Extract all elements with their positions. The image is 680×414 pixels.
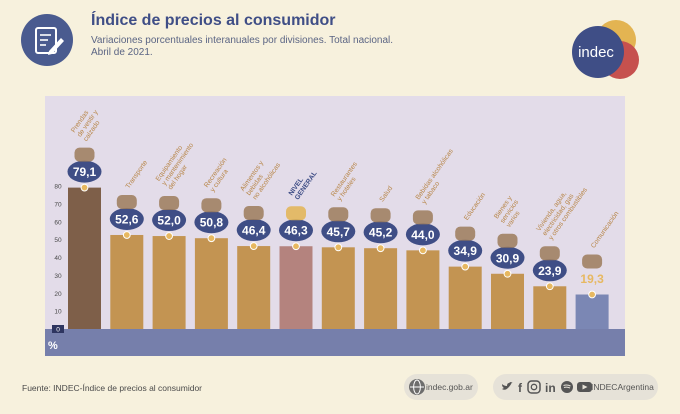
value-bubble bbox=[321, 220, 356, 243]
value-bubble bbox=[363, 221, 398, 244]
logo-text: indec bbox=[578, 44, 614, 61]
bar-top-dot bbox=[545, 282, 554, 291]
source-note: Fuente: INDEC-Índice de precios al consu… bbox=[22, 383, 202, 393]
value-label: 19,3 bbox=[580, 272, 604, 286]
phone-icon bbox=[582, 254, 603, 269]
restaurant-icon bbox=[328, 207, 349, 222]
bar bbox=[448, 266, 482, 329]
bar-top-dot bbox=[165, 232, 174, 240]
value-bubble bbox=[194, 211, 229, 234]
bar bbox=[406, 250, 440, 329]
bar-top-dot bbox=[419, 246, 427, 255]
page-subtitle: Variaciones porcentuales interanuales po… bbox=[91, 35, 393, 59]
value-label: 44,0 bbox=[411, 228, 435, 242]
y-tick-label: 10 bbox=[54, 309, 62, 316]
bar bbox=[68, 187, 101, 329]
bar-top-dot bbox=[249, 242, 258, 250]
health-icon bbox=[370, 208, 391, 223]
value-label: 52,6 bbox=[115, 212, 139, 226]
bar-top-dot bbox=[207, 234, 216, 243]
y-tick-label: 80 bbox=[54, 184, 62, 191]
value-label: 45,2 bbox=[369, 226, 393, 240]
value-label: 45,7 bbox=[327, 225, 351, 239]
bar bbox=[533, 286, 567, 329]
value-label: 50,8 bbox=[200, 216, 224, 230]
value-bubble bbox=[279, 219, 313, 242]
website-link[interactable]: indec.gob.ar bbox=[426, 382, 473, 392]
subtitle-line-1: Variaciones porcentuales interanuales po… bbox=[91, 35, 394, 46]
clipboard-pencil-icon bbox=[21, 14, 73, 66]
value-bubble bbox=[448, 239, 483, 262]
bar bbox=[575, 294, 609, 329]
value-bubble bbox=[490, 246, 525, 269]
books-icon bbox=[455, 226, 476, 241]
axis-band bbox=[45, 329, 625, 356]
value-label: 52,0 bbox=[157, 214, 181, 228]
y-tick-label: 20 bbox=[54, 291, 62, 298]
indec-logo: indec bbox=[568, 16, 642, 84]
scissors-icon bbox=[497, 233, 518, 248]
facebook-icon[interactable]: f bbox=[518, 381, 523, 394]
value-bubble bbox=[109, 207, 144, 230]
social-icons: f in bbox=[502, 380, 592, 394]
bar-top-dot bbox=[588, 290, 596, 299]
value-bubble bbox=[67, 160, 102, 183]
twitter-icon[interactable] bbox=[502, 382, 513, 390]
page-title: Índice de precios al consumidor bbox=[91, 12, 336, 29]
bar bbox=[110, 234, 144, 329]
bar bbox=[364, 248, 398, 329]
bar-top-dot bbox=[461, 262, 470, 271]
paint-roller-icon bbox=[539, 246, 560, 261]
bar-top-dot bbox=[292, 242, 300, 251]
social-handle: INDECArgentina bbox=[591, 382, 654, 392]
value-label: 34,9 bbox=[454, 244, 478, 258]
value-label: 23,9 bbox=[538, 264, 562, 278]
bar bbox=[152, 236, 186, 329]
bar bbox=[279, 246, 313, 329]
bar bbox=[194, 238, 228, 329]
bar-top-dot bbox=[122, 231, 131, 239]
bar-top-dot bbox=[80, 183, 89, 192]
value-label: 79,1 bbox=[73, 165, 97, 179]
instagram-icon[interactable] bbox=[527, 380, 541, 394]
value-bubble bbox=[152, 209, 187, 232]
bar bbox=[321, 247, 355, 329]
value-label: 46,3 bbox=[284, 224, 308, 238]
bar bbox=[237, 246, 271, 329]
linkedin-icon[interactable]: in bbox=[545, 381, 556, 394]
tv-icon bbox=[201, 198, 222, 213]
y-tick-label: 0 bbox=[56, 327, 60, 334]
bar-top-dot bbox=[376, 244, 385, 253]
food-basket-icon bbox=[243, 206, 264, 221]
y-axis: 0 10 20 30 40 50 60 70 80 bbox=[52, 184, 64, 334]
y-tick-label: 30 bbox=[54, 273, 62, 280]
y-tick-label: 50 bbox=[54, 237, 62, 244]
bar-top-dot bbox=[503, 269, 512, 278]
y-tick-label: 70 bbox=[54, 201, 62, 208]
bar bbox=[491, 273, 524, 329]
clothing-icon bbox=[74, 147, 95, 162]
y-tick-zero-box bbox=[52, 325, 64, 333]
value-bubble bbox=[405, 223, 440, 246]
bars: 79,1 52,6 52,0 50,8 46,4 46,3 45,7 45,2 44,0 34,9… bbox=[67, 147, 609, 329]
y-tick-label: 60 bbox=[54, 219, 62, 226]
coins-icon bbox=[286, 206, 306, 221]
subtitle-line-2: Abril de 2021. bbox=[91, 47, 153, 58]
unit-label: % bbox=[48, 340, 58, 352]
bottle-icon bbox=[412, 210, 433, 225]
appliance-icon bbox=[159, 196, 180, 211]
globe-icon bbox=[409, 379, 425, 395]
website-pill[interactable] bbox=[404, 374, 478, 400]
bar-top-dot bbox=[334, 243, 343, 252]
value-bubble bbox=[236, 219, 271, 242]
value-label: 30,9 bbox=[496, 251, 520, 265]
value-label: 46,4 bbox=[242, 224, 266, 238]
car-icon bbox=[116, 194, 137, 209]
y-tick-label: 40 bbox=[54, 255, 62, 262]
social-pill: f in bbox=[493, 374, 658, 400]
value-bubble bbox=[532, 259, 567, 282]
